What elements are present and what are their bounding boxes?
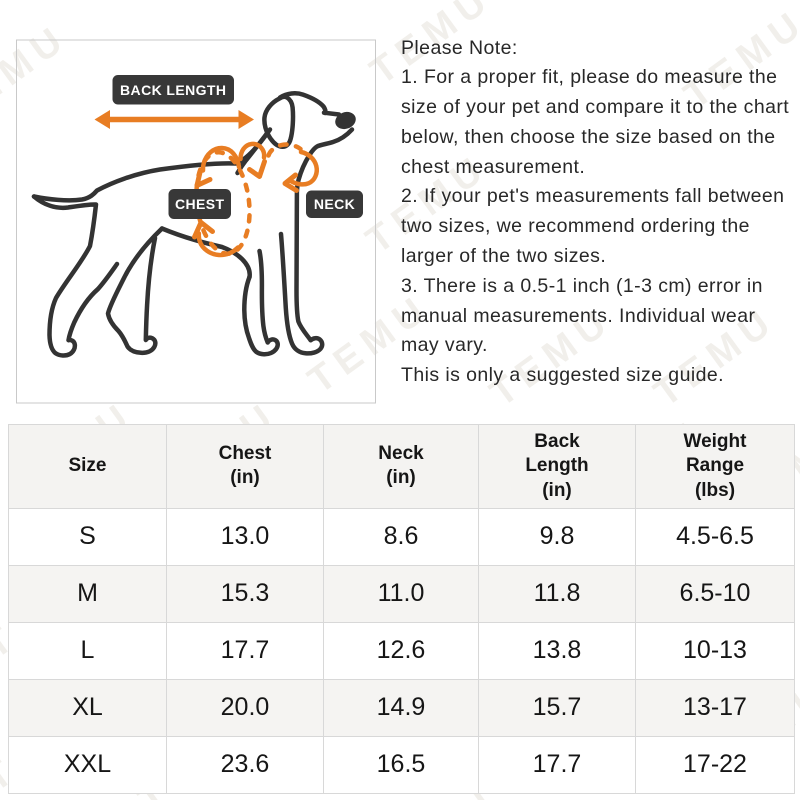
svg-text:CHEST: CHEST	[175, 196, 224, 212]
svg-text:BACK LENGTH: BACK LENGTH	[120, 82, 226, 98]
svg-text:NECK: NECK	[314, 196, 355, 212]
